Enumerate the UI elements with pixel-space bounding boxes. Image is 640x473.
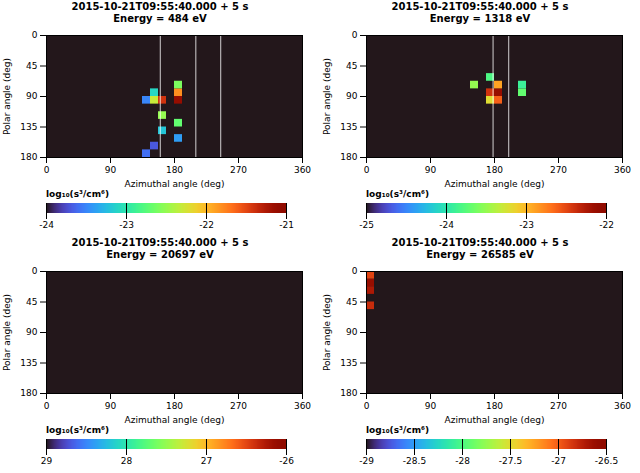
svg-text:Azimuthal angle (deg): Azimuthal angle (deg) bbox=[445, 415, 545, 425]
svg-text:360: 360 bbox=[294, 165, 311, 175]
svg-text:Polar angle (deg): Polar angle (deg) bbox=[2, 294, 12, 371]
svg-text:180: 180 bbox=[166, 165, 183, 175]
svg-text:90: 90 bbox=[105, 401, 117, 411]
svg-text:0: 0 bbox=[352, 30, 358, 40]
html-text:Energy = 20697 eV: Energy = 20697 eV bbox=[106, 249, 214, 260]
svg-text:180: 180 bbox=[20, 152, 37, 162]
svg-text:Azimuthal angle (deg): Azimuthal angle (deg) bbox=[445, 179, 545, 189]
html-text:Energy = 1318 eV: Energy = 1318 eV bbox=[429, 13, 531, 24]
svg-text:-24: -24 bbox=[439, 220, 454, 230]
svg-text:90: 90 bbox=[425, 401, 437, 411]
svg-text:-21: -21 bbox=[279, 220, 294, 230]
svg-text:-27.5: -27.5 bbox=[499, 456, 522, 466]
svg-text:90: 90 bbox=[346, 327, 358, 337]
svg-text:-24: -24 bbox=[39, 220, 54, 230]
svg-text:180: 180 bbox=[486, 401, 503, 411]
svg-text:45: 45 bbox=[346, 297, 357, 307]
svg-text:90: 90 bbox=[105, 165, 117, 175]
svg-text:Azimuthal angle (deg): Azimuthal angle (deg) bbox=[125, 179, 225, 189]
svg-text:log₁₀(s³/cm⁶): log₁₀(s³/cm⁶) bbox=[46, 189, 109, 199]
svg-text:270: 270 bbox=[550, 401, 567, 411]
svg-text:135: 135 bbox=[20, 122, 37, 132]
svg-text:-23: -23 bbox=[519, 220, 534, 230]
svg-text:29: 29 bbox=[41, 456, 53, 466]
svg-text:-27: -27 bbox=[551, 456, 566, 466]
svg-text:270: 270 bbox=[230, 165, 247, 175]
html-text:2015-10-21T09:55:40.000 + 5 s: 2015-10-21T09:55:40.000 + 5 s bbox=[391, 237, 569, 248]
svg-text:45: 45 bbox=[26, 61, 37, 71]
svg-text:-25: -25 bbox=[359, 220, 374, 230]
svg-text:135: 135 bbox=[340, 122, 357, 132]
svg-text:log₁₀(s³/cm⁶): log₁₀(s³/cm⁶) bbox=[366, 425, 429, 435]
svg-text:Polar angle (deg): Polar angle (deg) bbox=[322, 294, 332, 371]
svg-text:0: 0 bbox=[352, 266, 358, 276]
html-text:2015-10-21T09:55:40.000 + 5 s: 2015-10-21T09:55:40.000 + 5 s bbox=[71, 237, 249, 248]
html-text:Energy = 26585 eV: Energy = 26585 eV bbox=[426, 249, 534, 260]
svg-text:-29: -29 bbox=[359, 456, 374, 466]
svg-text:-26.5: -26.5 bbox=[595, 456, 618, 466]
html-text:2015-10-21T09:55:40.000 + 5 s: 2015-10-21T09:55:40.000 + 5 s bbox=[391, 1, 569, 12]
svg-text:Polar angle (deg): Polar angle (deg) bbox=[322, 58, 332, 135]
svg-text:28: 28 bbox=[121, 456, 133, 466]
svg-text:-22: -22 bbox=[199, 220, 214, 230]
svg-text:180: 180 bbox=[166, 401, 183, 411]
svg-text:-22: -22 bbox=[599, 220, 614, 230]
svg-text:Azimuthal angle (deg): Azimuthal angle (deg) bbox=[125, 415, 225, 425]
svg-text:180: 180 bbox=[340, 388, 357, 398]
svg-text:90: 90 bbox=[346, 91, 358, 101]
svg-text:0: 0 bbox=[32, 30, 38, 40]
svg-text:180: 180 bbox=[20, 388, 37, 398]
svg-text:180: 180 bbox=[486, 165, 503, 175]
svg-text:90: 90 bbox=[26, 327, 38, 337]
svg-text:0: 0 bbox=[44, 165, 50, 175]
svg-text:log₁₀(s³/cm⁶): log₁₀(s³/cm⁶) bbox=[366, 189, 429, 199]
svg-text:-28.5: -28.5 bbox=[403, 456, 426, 466]
svg-text:0: 0 bbox=[32, 266, 38, 276]
svg-text:270: 270 bbox=[550, 165, 567, 175]
svg-text:Polar angle (deg): Polar angle (deg) bbox=[2, 58, 12, 135]
svg-text:135: 135 bbox=[340, 358, 357, 368]
html-text:2015-10-21T09:55:40.000 + 5 s: 2015-10-21T09:55:40.000 + 5 s bbox=[71, 1, 249, 12]
svg-text:270: 270 bbox=[230, 401, 247, 411]
svg-text:90: 90 bbox=[26, 91, 38, 101]
svg-text:-26: -26 bbox=[279, 456, 294, 466]
svg-text:135: 135 bbox=[20, 358, 37, 368]
svg-text:log₁₀(s³/cm⁶): log₁₀(s³/cm⁶) bbox=[46, 425, 109, 435]
html-text:Energy = 484 eV: Energy = 484 eV bbox=[113, 13, 207, 24]
svg-text:360: 360 bbox=[294, 401, 311, 411]
svg-text:45: 45 bbox=[346, 61, 357, 71]
svg-text:0: 0 bbox=[364, 165, 370, 175]
svg-text:0: 0 bbox=[44, 401, 50, 411]
svg-text:-28: -28 bbox=[455, 456, 470, 466]
svg-text:0: 0 bbox=[364, 401, 370, 411]
svg-text:360: 360 bbox=[614, 401, 631, 411]
svg-text:90: 90 bbox=[425, 165, 437, 175]
svg-text:27: 27 bbox=[201, 456, 212, 466]
svg-text:45: 45 bbox=[26, 297, 37, 307]
svg-text:180: 180 bbox=[340, 152, 357, 162]
svg-text:-23: -23 bbox=[119, 220, 134, 230]
svg-text:360: 360 bbox=[614, 165, 631, 175]
